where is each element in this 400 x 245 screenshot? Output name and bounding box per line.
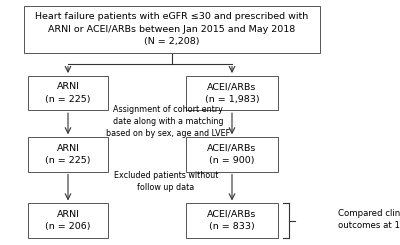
FancyBboxPatch shape [24,6,320,53]
Text: ARNI
(n = 225): ARNI (n = 225) [45,82,91,104]
Text: Heart failure patients with eGFR ≤30 and prescribed with
ARNI or ACEI/ARBs betwe: Heart failure patients with eGFR ≤30 and… [35,12,309,46]
FancyBboxPatch shape [28,203,108,238]
Text: Assignment of cohort entry
date along with a matching
based on by sex, age and L: Assignment of cohort entry date along wi… [106,105,230,138]
FancyBboxPatch shape [186,137,278,172]
Text: ARNI
(n = 225): ARNI (n = 225) [45,144,91,165]
Text: ARNI
(n = 206): ARNI (n = 206) [45,210,91,231]
Text: ACEI/ARBs
(n = 1,983): ACEI/ARBs (n = 1,983) [205,82,259,104]
Text: Compared clinical
outcomes at 12 months: Compared clinical outcomes at 12 months [338,209,400,230]
Text: ACEI/ARBs
(n = 833): ACEI/ARBs (n = 833) [207,210,257,231]
FancyBboxPatch shape [28,137,108,172]
FancyBboxPatch shape [186,76,278,110]
FancyBboxPatch shape [28,76,108,110]
Text: ACEI/ARBs
(n = 900): ACEI/ARBs (n = 900) [207,144,257,165]
FancyBboxPatch shape [186,203,278,238]
Text: Excluded patients without
follow up data: Excluded patients without follow up data [114,172,218,192]
